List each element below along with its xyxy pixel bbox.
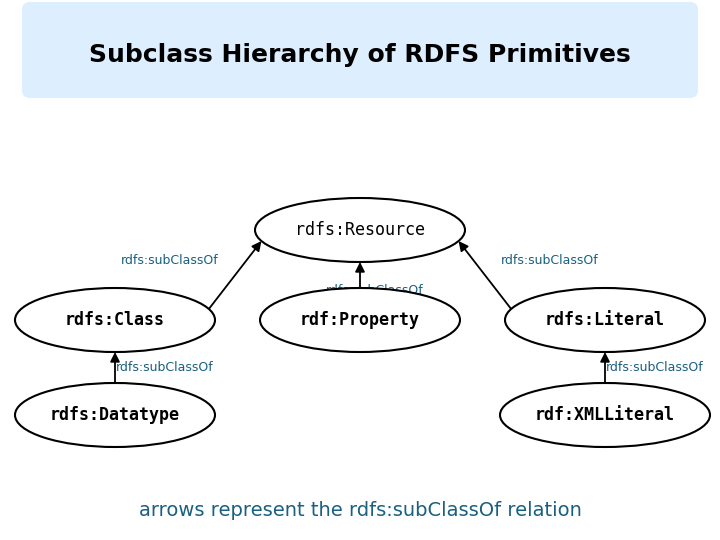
Text: rdfs:Resource: rdfs:Resource — [295, 221, 425, 239]
Text: rdfs:subClassOf: rdfs:subClassOf — [116, 361, 214, 374]
Text: rdfs:Datatype: rdfs:Datatype — [50, 406, 180, 424]
FancyBboxPatch shape — [22, 2, 698, 98]
Text: rdfs:subClassOf: rdfs:subClassOf — [606, 361, 704, 374]
Ellipse shape — [260, 288, 460, 352]
Ellipse shape — [500, 383, 710, 447]
Text: rdf:Property: rdf:Property — [300, 311, 420, 329]
Text: rdf:XMLLiteral: rdf:XMLLiteral — [535, 406, 675, 424]
Text: rdfs:subClassOf: rdfs:subClassOf — [121, 254, 219, 267]
Text: rdfs:Class: rdfs:Class — [65, 311, 165, 329]
Text: rdfs:subClassOf: rdfs:subClassOf — [501, 254, 599, 267]
Text: rdfs:subClassOf: rdfs:subClassOf — [326, 284, 424, 296]
Text: rdfs:Literal: rdfs:Literal — [545, 311, 665, 329]
Ellipse shape — [505, 288, 705, 352]
Text: Subclass Hierarchy of RDFS Primitives: Subclass Hierarchy of RDFS Primitives — [89, 43, 631, 67]
Text: arrows represent the rdfs:subClassOf relation: arrows represent the rdfs:subClassOf rel… — [138, 501, 582, 519]
Ellipse shape — [15, 383, 215, 447]
Ellipse shape — [15, 288, 215, 352]
Ellipse shape — [255, 198, 465, 262]
